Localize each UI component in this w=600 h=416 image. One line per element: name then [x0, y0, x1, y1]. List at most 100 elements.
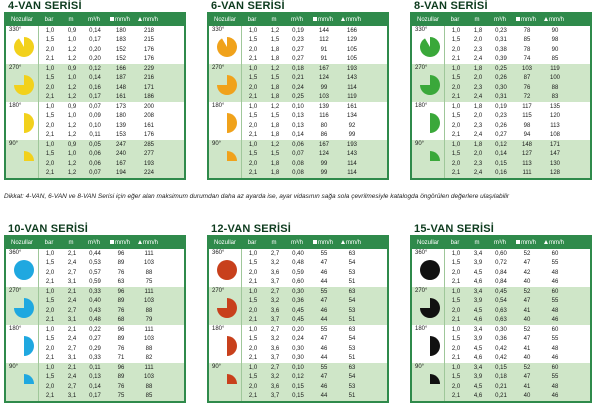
spray-arc-icon	[227, 113, 237, 133]
header-label: m	[68, 17, 74, 23]
table-cell: 103	[143, 374, 154, 381]
table-cell: 52	[523, 250, 531, 257]
table-cell: 82	[145, 355, 153, 362]
table-cell: 152	[115, 46, 126, 53]
header-label: m	[474, 17, 480, 23]
table-cell: 1,0	[451, 65, 461, 72]
table-row: 1,5 2,4 0,13 89 103	[39, 373, 184, 383]
nozzle-group: 270° 1,0 0,9 0,12 166 229 1,5 1,0 0,14 187 216 2,0 1…	[6, 64, 184, 102]
table-cell: 0,23	[292, 37, 304, 44]
table-cell: 2,0	[473, 37, 483, 44]
header-nozzle: Nozullar	[6, 14, 38, 26]
table-row: 1,0 2,7 0,10 55 63	[242, 363, 387, 373]
nozzle-group: 90° 1,0 0,9 0,05 247 285 1,5 1,0 0,06 240 277 2,0 1,…	[6, 140, 184, 178]
table-cell: 1,2	[67, 56, 77, 63]
table-cell: 2,0	[248, 307, 258, 314]
table-cell: 2,7	[67, 307, 77, 314]
table-cell: 0,18	[495, 374, 507, 381]
table-cell: 55	[551, 336, 559, 343]
nozzle-cell: 270°	[412, 287, 445, 325]
nozzle-group: 330° 1,0 1,2 0,19 144 166 1,5 1,5 0,23 112 129 2,0 1…	[209, 26, 387, 64]
table-cell: 2,0	[248, 269, 258, 276]
table-cell: 1,5	[270, 37, 280, 44]
header-label: mm/h	[346, 240, 361, 246]
spray-arc-icon	[14, 75, 34, 95]
table-cell: 180	[115, 113, 126, 120]
table-cell: 2,1	[45, 170, 55, 177]
table-cell: 0,15	[495, 160, 507, 167]
table-row: 2,0 1,2 0,20 152 176	[39, 45, 184, 55]
nozzle-cell: 180°	[209, 325, 242, 363]
table-cell: 1,5	[451, 336, 461, 343]
table-cell: 60	[551, 288, 559, 295]
header-bar: bar	[241, 237, 263, 249]
table-cell: 3,1	[67, 355, 77, 362]
table-cell: 0,21	[495, 383, 507, 390]
nozzle-group: 180° 1,0 1,2 0,10 139 161 1,5 1,5 0,13 116 134 2,0 1…	[209, 102, 387, 140]
nozzle-cell: 360°	[412, 249, 445, 287]
table-cell: 1,8	[270, 94, 280, 101]
table-cell: 0,23	[495, 113, 507, 120]
table-row: 1,0 3,4 0,15 52 60	[445, 363, 590, 373]
table-cell: 114	[347, 84, 357, 91]
table-row: 2,0 3,6 0,59 46 53	[242, 268, 387, 278]
table-cell: 1,0	[45, 65, 55, 72]
table-cell: 53	[348, 307, 356, 314]
table-header: Nozullar bar m m³/h mm/h mm/h	[209, 14, 387, 26]
table-row: 2,1 4,6 0,63 40 46	[445, 316, 590, 326]
table-cell: 47	[320, 260, 328, 267]
header-label: Nozullar	[416, 17, 439, 23]
spray-arc-shape	[24, 336, 34, 356]
arc-degree-label: 330°	[415, 27, 428, 33]
table-cell: 46	[320, 383, 328, 390]
table-cell: 0,13	[89, 374, 101, 381]
table-cell: 1,0	[45, 364, 55, 371]
table-cell: 0,63	[495, 317, 507, 324]
table-cell: 0,45	[292, 317, 304, 324]
arc-degree-label: 180°	[9, 103, 22, 109]
spray-arc-icon	[430, 113, 440, 133]
table-cell: 71	[117, 355, 125, 362]
table-cell: 0,27	[292, 56, 304, 63]
nozzle-cell: 180°	[412, 325, 445, 363]
header-m3h: m³/h	[488, 237, 512, 249]
table-cell: 0,48	[292, 260, 304, 267]
table-cell: 1,2	[270, 65, 280, 72]
table-cell: 0,48	[89, 317, 101, 324]
table-cell: 0,16	[89, 84, 101, 91]
table-row: 1,5 3,2 0,24 47 54	[242, 335, 387, 345]
series-data-table: Nozullar bar m m³/h mm/h mm/h 360° 1,0 2,7 0,40 55…	[207, 235, 389, 403]
table-cell: 92	[348, 122, 356, 129]
spray-arc-shape	[430, 374, 440, 384]
table-cell: 3,4	[473, 250, 483, 257]
table-cell: 40	[523, 355, 531, 362]
table-cell: 0,11	[89, 364, 101, 371]
table-cell: 3,4	[473, 288, 483, 295]
table-cell: 103	[143, 260, 154, 267]
table-cell: 48	[551, 345, 559, 352]
table-cell: 200	[143, 103, 154, 110]
nozzle-cell: 270°	[209, 64, 242, 102]
table-row: 1,5 3,9 0,36 47 55	[445, 335, 590, 345]
table-row: 2,0 2,3 0,38 78 90	[445, 45, 590, 55]
table-cell: 2,0	[451, 122, 461, 129]
arc-degree-label: 90°	[415, 364, 425, 370]
table-cell: 1,0	[248, 288, 258, 295]
table-row: 1,5 1,5 0,21 124 143	[242, 74, 387, 84]
table-cell: 1,2	[67, 94, 77, 101]
table-cell: 89	[117, 336, 125, 343]
table-cell: 0,9	[67, 103, 77, 110]
table-cell: 229	[143, 65, 154, 72]
nozzle-cell: 180°	[209, 102, 242, 140]
series-table-5: 12-VAN SERİSİ Nozullar bar m m³/h mm/h mm/h 360…	[207, 223, 389, 403]
header-label: mm/h	[521, 240, 536, 246]
table-cell: 0,27	[495, 132, 507, 139]
arc-degree-label: 270°	[415, 288, 428, 294]
header-bar: bar	[444, 237, 466, 249]
table-cell: 1,2	[67, 46, 77, 53]
nozzle-cell: 90°	[412, 363, 445, 401]
header-nozzle: Nozullar	[412, 14, 444, 26]
table-row: 2,1 1,8 0,27 91 105	[242, 55, 387, 65]
spray-arc-shape	[420, 298, 440, 318]
table-row: 1,0 1,2 0,10 139 161	[242, 102, 387, 112]
